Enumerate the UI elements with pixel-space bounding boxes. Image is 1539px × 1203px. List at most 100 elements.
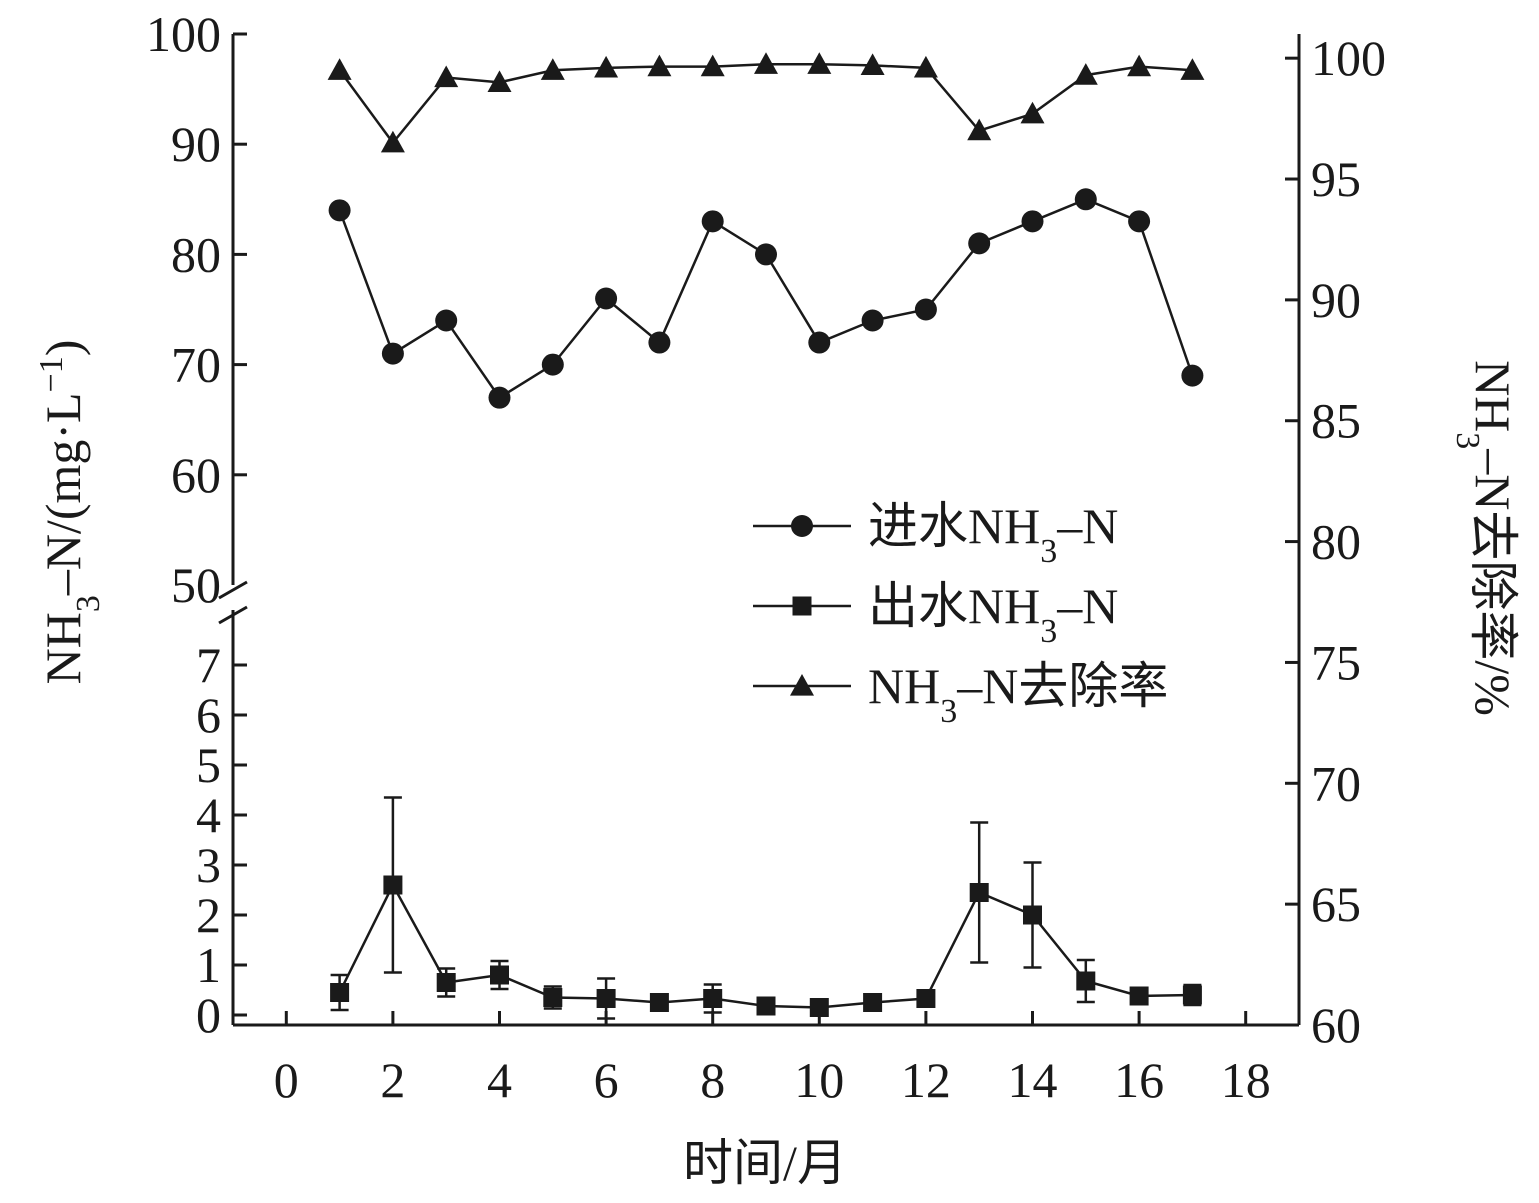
data-point (540, 58, 565, 80)
data-point (488, 386, 511, 409)
data-point (969, 883, 989, 902)
data-point (703, 989, 723, 1008)
data-point (755, 243, 777, 266)
data-point (383, 875, 403, 895)
data-point (700, 54, 725, 77)
axis-break-mark (218, 605, 248, 625)
x-tick-label: 16 (1114, 1052, 1164, 1108)
data-point (380, 130, 405, 153)
y-left-tick-label: 3 (196, 837, 221, 893)
data-point (1129, 986, 1149, 1006)
data-point (861, 309, 884, 332)
ticks: 0 2 4 6 8 10 12 14 16 180123456750607080901006065… (146, 6, 1386, 1108)
data-point (647, 54, 672, 77)
data-point (327, 58, 352, 80)
series-line (338, 197, 1194, 400)
data-point (594, 55, 619, 78)
data-point (1020, 101, 1045, 124)
data-point (434, 65, 459, 88)
y-right-tick-label: 95 (1311, 151, 1361, 207)
legend-item-square: 出水NH3–N (753, 578, 1118, 650)
data-point (860, 53, 885, 76)
x-tick-label: 0 (274, 1052, 299, 1108)
data-point (1182, 985, 1202, 1005)
x-tick-label: 10 (794, 1052, 844, 1108)
y-right-tick-label: 90 (1311, 272, 1361, 328)
data-point (1021, 210, 1044, 233)
x-tick-label: 18 (1221, 1052, 1271, 1108)
data-point (1074, 188, 1097, 211)
y-left-tick-label: 5 (196, 737, 221, 793)
series-circle (328, 188, 1204, 409)
series-line (338, 62, 1193, 145)
data-point (649, 993, 669, 1012)
y-right-tick-label: 65 (1311, 876, 1361, 932)
x-tick-label: 2 (380, 1052, 405, 1108)
legend-label: 出水NH3–N (868, 578, 1118, 650)
data-point (543, 988, 563, 1007)
data-point (541, 353, 564, 376)
data-point (701, 210, 724, 233)
data-point (648, 331, 671, 354)
axes (218, 34, 1301, 1027)
data-point (1023, 905, 1042, 925)
data-point (1181, 364, 1204, 387)
data-point (490, 965, 509, 985)
data-point (596, 989, 616, 1008)
y-right-tick-label: 80 (1311, 514, 1361, 570)
y-left-tick-label: 6 (196, 687, 221, 743)
y-left-tick-label: 1 (196, 937, 221, 993)
x-tick-label: 8 (700, 1052, 725, 1108)
legend-marker (792, 596, 812, 616)
data-point (863, 993, 883, 1012)
legend-label: NH3–N去除率 (868, 658, 1168, 730)
x-axis-title: 时间/月 (683, 1135, 847, 1191)
data-point (595, 287, 618, 310)
data-point (487, 70, 512, 92)
legend: 进水NH3–N 出水NH3–N NH3–N去除率 (753, 498, 1168, 730)
y-left-tick-label: 0 (196, 987, 221, 1043)
data-point (809, 998, 829, 1017)
x-tick-label: 14 (1008, 1052, 1058, 1108)
y-right-tick-label: 85 (1311, 393, 1361, 449)
data-point (1127, 54, 1152, 77)
data-point (807, 52, 832, 74)
data-point (330, 983, 350, 1002)
series-triangle (327, 52, 1205, 153)
data-point (756, 996, 776, 1016)
y-left-tick-label: 60 (171, 447, 221, 503)
y-right-tick-label: 60 (1311, 997, 1361, 1053)
legend-label: 进水NH3–N (868, 498, 1118, 570)
data-point (1128, 210, 1151, 233)
y-left-tick-label: 90 (171, 116, 221, 172)
x-tick-label: 4 (487, 1052, 512, 1108)
y-axis-left-title: NH3–N/(mg·L−1) (33, 340, 107, 685)
y-left-tick-label: 4 (196, 787, 221, 843)
legend-marker (791, 515, 813, 537)
data-point (914, 298, 937, 321)
data-point (1073, 63, 1098, 85)
axis-break-mark (218, 580, 248, 600)
y-right-tick-label: 70 (1311, 755, 1361, 811)
y-left-tick-label: 80 (171, 226, 221, 282)
y-right-tick-label: 100 (1311, 30, 1386, 86)
x-tick-label: 6 (594, 1052, 619, 1108)
y-left-tick-label: 7 (196, 637, 221, 693)
legend-marker (790, 674, 814, 696)
data-point (435, 309, 458, 332)
data-point (381, 342, 404, 365)
legend-item-circle: 进水NH3–N (753, 498, 1118, 570)
y-left-tick-label: 50 (171, 557, 221, 613)
data-point (436, 973, 456, 992)
data-point (1180, 58, 1205, 80)
x-tick-label: 12 (901, 1052, 951, 1108)
series-square (330, 796, 1202, 1020)
data-point (1076, 971, 1096, 991)
y-left-tick-label: 2 (196, 887, 221, 943)
y-axis-right-title: NH3–N去除率/% (1450, 360, 1522, 716)
legend-item-triangle: NH3–N去除率 (753, 658, 1168, 730)
data-point (968, 232, 991, 255)
data-point (967, 118, 992, 141)
data-point (808, 331, 831, 354)
